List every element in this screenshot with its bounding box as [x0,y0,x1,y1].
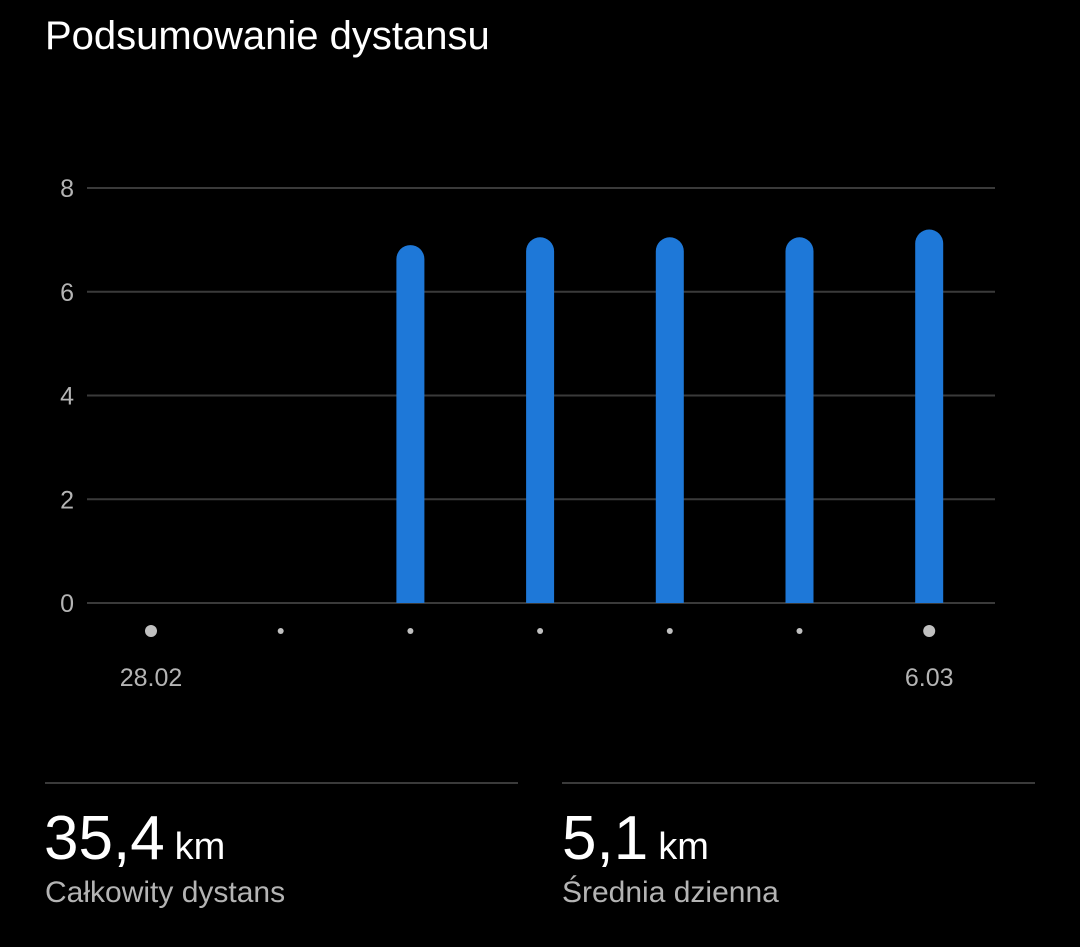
y-tick-label: 0 [60,590,74,618]
total-distance-number: 35,4 [44,804,165,873]
distance-bar-chart: 0 2 4 6 8 28.02 6.03 [60,175,995,692]
daily-average-unit: km [658,826,709,868]
y-tick-label: 8 [60,175,74,203]
total-distance-label: Całkowity dystans [45,876,286,909]
x-axis-dot [796,628,803,634]
x-axis-dot [277,628,284,634]
x-tick-label: 6.03 [905,664,954,692]
daily-average-value: 5,1 km [562,808,709,870]
x-axis-dot [537,628,544,634]
x-axis-dot-large [923,625,936,637]
bar [785,237,814,604]
y-tick-label: 2 [60,486,74,514]
x-axis-dot [407,628,414,634]
stat-divider-average [562,782,1035,784]
y-tick-label: 4 [60,383,74,411]
bar [396,245,425,604]
bar [655,237,684,604]
x-axis-dot [666,628,673,634]
bar [915,229,944,604]
total-distance-value: 35,4 km [44,808,225,870]
x-tick-label: 28.02 [120,664,183,692]
stat-divider-total [45,782,518,784]
daily-average-label: Średnia dzienna [562,876,779,909]
bar [526,237,555,604]
chart-title: Podsumowanie dystansu [45,14,490,58]
total-distance-unit: km [174,826,226,868]
daily-average-number: 5,1 [562,804,649,873]
x-axis-dot-large [145,625,157,637]
y-tick-label: 6 [60,279,74,307]
